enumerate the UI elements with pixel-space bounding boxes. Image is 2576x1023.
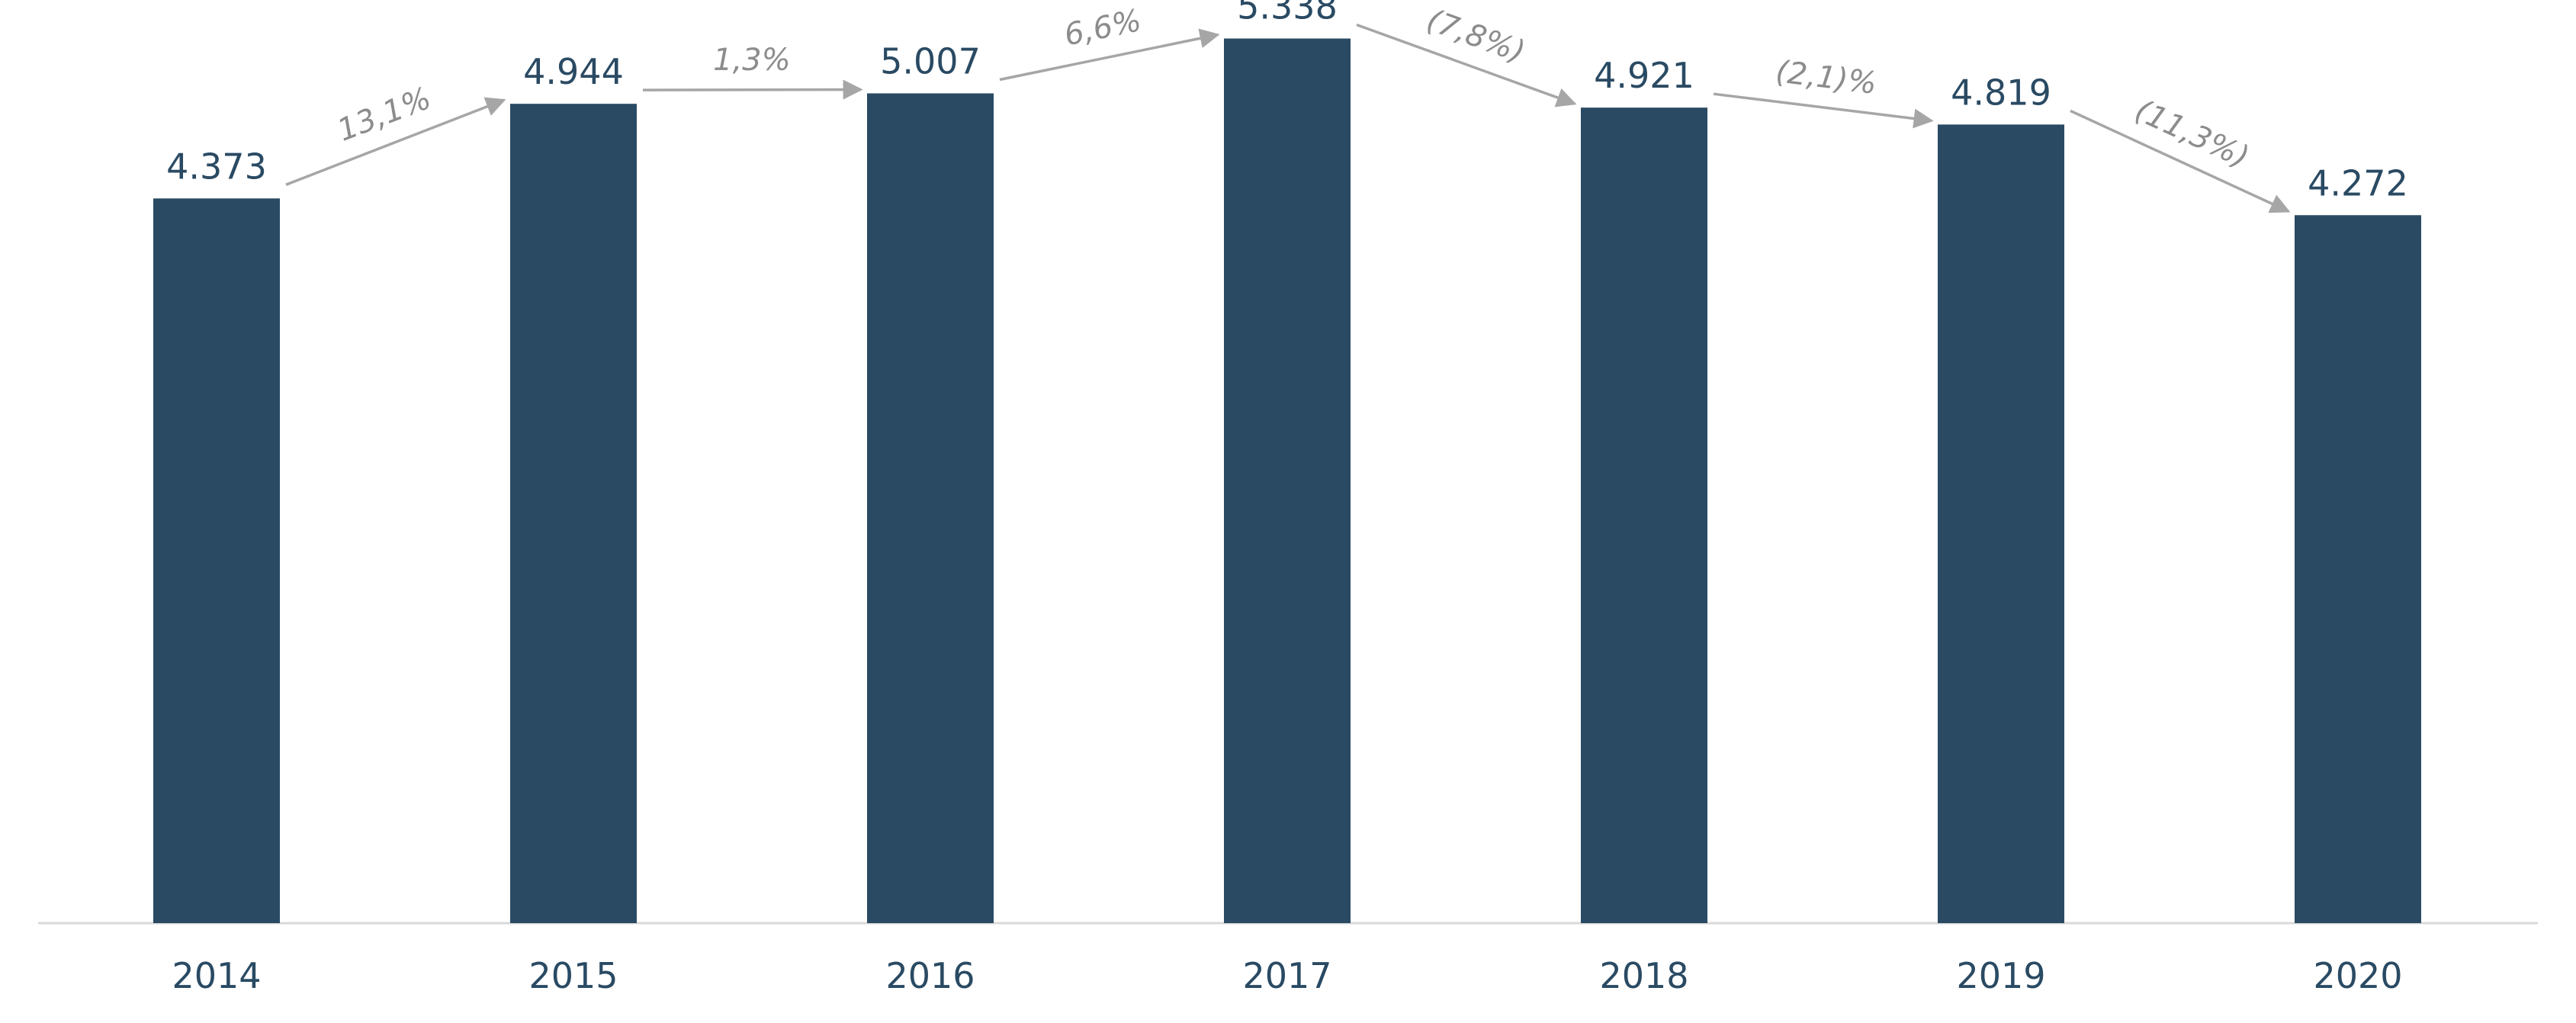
value-label-2015: 4.944 <box>523 51 624 92</box>
bars-group <box>153 38 2421 924</box>
change-label-2014-2015: 13,1% <box>332 81 435 149</box>
x-tick-label-2016: 2016 <box>885 955 975 996</box>
change-arrow-2018-2019 <box>1713 92 1934 129</box>
value-label-2018: 4.921 <box>1594 55 1694 96</box>
x-tick-label-2015: 2015 <box>528 955 618 996</box>
change-arrow-2019-2020 <box>2070 109 2291 213</box>
change-label-2015-2016: 1,3% <box>713 43 791 78</box>
x-tick-label-2017: 2017 <box>1242 955 1331 996</box>
change-arrow-2016-2017 <box>999 28 1220 82</box>
bar-2014 <box>153 198 280 923</box>
labels-group: 4.373 2014 4.944 2015 5.007 2016 5.338 2017 4.92… <box>166 0 2408 996</box>
change-arrow-2015-2016 <box>642 79 863 100</box>
value-label-2016: 5.007 <box>880 40 981 82</box>
value-label-2020: 4.272 <box>2308 162 2408 204</box>
bar-2017 <box>1224 38 1351 923</box>
value-label-2019: 4.819 <box>1951 72 2051 113</box>
x-tick-label-2018: 2018 <box>1599 955 1688 996</box>
bar-2019 <box>1938 124 2064 924</box>
bar-2015 <box>510 104 637 923</box>
x-tick-label-2020: 2020 <box>2313 955 2402 996</box>
x-tick-label-2014: 2014 <box>172 955 261 996</box>
change-label-2018-2019: (2,1)% <box>1774 54 1878 101</box>
change-label-2016-2017: 6,6% <box>1062 3 1145 53</box>
value-label-2014: 4.373 <box>166 146 267 187</box>
bar-2016 <box>867 93 994 924</box>
change-label-2017-2018: (7,8%) <box>1422 2 1530 70</box>
value-label-2017: 5.338 <box>1237 0 1338 27</box>
bar-2018 <box>1581 107 1707 924</box>
x-tick-label-2019: 2019 <box>1956 955 2045 996</box>
change-arrow-2017-2018 <box>1356 23 1577 107</box>
change-arrow-2014-2015 <box>285 97 506 186</box>
bar-2020 <box>2295 215 2421 923</box>
change-label-2019-2020: (11,3%) <box>2130 93 2254 175</box>
